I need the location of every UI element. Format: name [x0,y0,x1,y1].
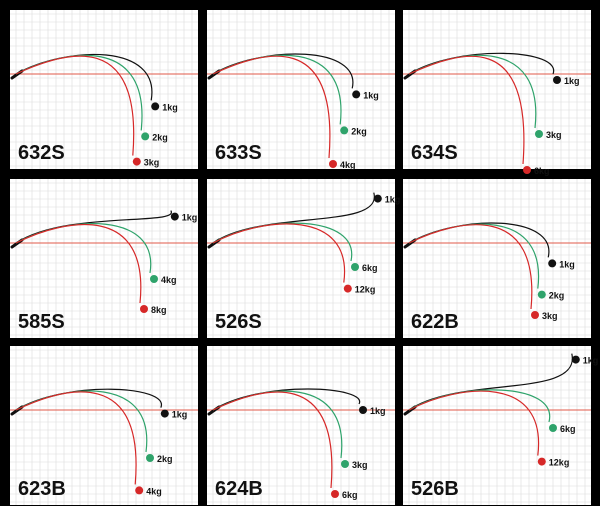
load-marker-black [160,409,169,418]
rod-chart-panel: 1kg 2kg 3kg 632S [10,10,198,169]
load-marker-green [141,132,150,141]
rod-chart-panel: 1kg 3kg 6kg 624B [207,346,395,505]
rod-chart-panel: 1kg 2kg 3kg 622B [403,179,591,338]
model-title: 633S [215,142,262,164]
load-label: 1kg [162,102,178,112]
load-label: 1kg [182,213,198,223]
load-label: 3kg [352,460,368,470]
load-label: 12kg [549,458,570,468]
bend-curve-black [408,353,573,411]
load-marker-green [150,275,158,283]
bend-curve-red [408,390,540,456]
rod-chart-panel: 1kg 6kg 12kg 526S [207,179,400,338]
load-label: 6kg [342,490,358,500]
load-marker-black [571,355,580,364]
load-marker-red [140,305,148,313]
load-marker-red [537,457,546,466]
bend-curve-red [408,224,533,310]
model-title: 526S [215,311,262,333]
load-marker-black [352,90,361,99]
load-label: 2kg [152,132,168,142]
load-marker-red [132,157,141,166]
model-title: 623B [18,478,66,500]
load-label: 3kg [546,130,562,140]
model-title: 634S [411,142,458,164]
load-label: 1kg [564,76,580,86]
bend-curve-red [212,55,331,159]
load-marker-red [343,284,352,293]
load-label: 6kg [534,166,550,176]
load-label: 4kg [161,275,177,285]
load-label: 2kg [157,454,173,464]
load-label: 8kg [151,305,167,315]
bend-curve-red [212,223,346,283]
load-marker-green [146,454,154,462]
model-title: 526B [411,478,459,500]
load-marker-red [135,486,144,495]
load-marker-black [373,194,382,203]
load-label: 3kg [542,311,558,321]
load-marker-green [535,130,543,138]
load-marker-red [523,166,531,174]
load-label: 4kg [146,486,162,496]
load-label: 6kg [560,424,576,434]
load-marker-red [331,490,339,498]
rod-chart-panel: 1kg 2kg 4kg 633S [207,10,395,170]
bend-curve-red [15,391,137,485]
load-label: 1kg [583,356,599,366]
load-marker-red [329,160,337,168]
rod-chart-panel: 1kg 6kg 12kg 526B [403,346,598,505]
load-marker-green [340,126,349,135]
model-title: 622B [411,311,459,333]
rod-chart-panel: 1kg 3kg 6kg 634S [403,10,591,176]
load-marker-green [549,424,557,432]
load-label: 1kg [370,406,386,416]
load-label: 4kg [340,160,356,170]
rod-chart-panel: 1kg 2kg 4kg 623B [10,346,198,505]
load-label: 6kg [362,263,378,273]
load-marker-red [531,311,539,319]
load-marker-black [170,212,179,221]
load-label: 3kg [144,158,160,168]
load-label: 1kg [172,410,188,420]
load-label: 1kg [385,195,401,205]
model-title: 624B [215,478,263,500]
bend-curve-red [15,55,135,156]
load-marker-green [351,263,359,271]
bend-curve-red [212,391,333,489]
load-marker-black [553,76,561,84]
load-marker-green [341,460,349,468]
load-marker-black [548,259,557,268]
load-marker-black [151,102,160,111]
load-label: 1kg [363,90,379,100]
load-marker-green [537,290,546,299]
load-label: 1kg [559,259,575,269]
load-marker-black [359,406,367,414]
load-label: 12kg [355,285,376,295]
bend-curve-red [408,55,525,165]
load-label: 2kg [549,291,565,301]
model-title: 632S [18,142,65,164]
model-title: 585S [18,311,65,333]
rod-chart-panel: 1kg 4kg 8kg 585S [10,179,198,338]
bend-curve-red [15,224,142,304]
load-label: 2kg [351,126,367,136]
